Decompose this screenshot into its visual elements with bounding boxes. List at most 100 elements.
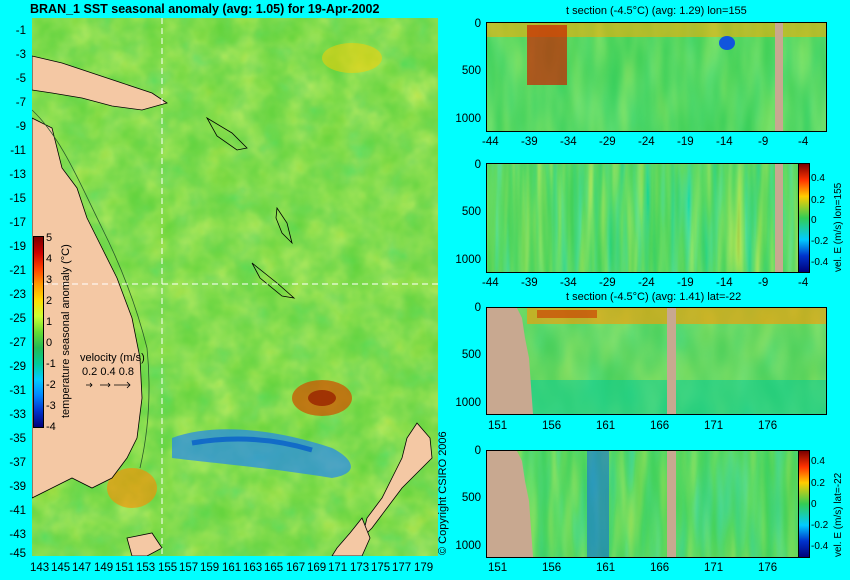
lat-tick: -29 [9, 361, 26, 373]
colorbar-tick: 4 [46, 253, 53, 265]
colorbar-tick: 0 [46, 337, 53, 349]
x-tick: 156 [542, 562, 562, 574]
x-tick: -39 [521, 136, 538, 148]
colorbar-tick: -3 [46, 400, 56, 412]
copyright: © Copyright CSIRO 2006 [437, 431, 449, 555]
x-tick: -19 [677, 136, 694, 148]
lon-tick: 149 [94, 562, 114, 574]
lat-tick: -11 [10, 145, 26, 157]
lon-tick: 151 [115, 562, 135, 574]
x-tick: -34 [560, 136, 577, 148]
panel-3-x-axis: 151 156 161 166 171 176 [483, 420, 833, 434]
colorbar-tick: -0.2 [811, 236, 829, 247]
x-tick: -29 [599, 277, 616, 289]
x-tick: -14 [716, 277, 733, 289]
lat-tick: -31 [9, 385, 26, 397]
colorbar-tick: 0.2 [811, 478, 825, 489]
y-tick: 500 [461, 349, 481, 361]
lat-tick: -5 [15, 73, 26, 85]
lat-tick: -9 [15, 121, 26, 133]
x-tick: -9 [758, 277, 769, 289]
panel-4-colorbar [798, 450, 810, 558]
colorbar-tick: -4 [46, 421, 56, 433]
sst-map [32, 18, 438, 556]
velocity-legend-title: velocity (m/s) [80, 352, 145, 364]
x-tick: 151 [488, 420, 508, 432]
colorbar-tick: 1 [46, 316, 53, 328]
x-tick: -4 [798, 136, 809, 148]
lon-tick: 157 [179, 562, 199, 574]
panel-1-x-axis: -44 -39 -34 -29 -24 -19 -14 -9 -4 [482, 136, 832, 150]
colorbar-tick: 2 [46, 295, 53, 307]
lon-tick: 161 [222, 562, 242, 574]
lon-tick: 175 [371, 562, 391, 574]
y-tick: 500 [461, 65, 481, 77]
velocity-arrows-icon [84, 380, 134, 390]
lon-tick: 153 [136, 562, 156, 574]
y-tick: 1000 [455, 254, 481, 266]
lat-tick: -25 [9, 313, 26, 325]
map-title: BRAN_1 SST seasonal anomaly (avg: 1.05) … [30, 2, 380, 16]
colorbar-tick: 0 [811, 215, 817, 226]
lat-tick: -33 [9, 409, 26, 421]
map-colorbar-label: temperature seasonal anomaly (°C) [60, 244, 72, 418]
lon-tick: 163 [243, 562, 263, 574]
x-tick: -24 [638, 277, 655, 289]
lon-tick: 169 [307, 562, 327, 574]
x-tick: 166 [650, 420, 670, 432]
lat-tick: -17 [9, 217, 26, 229]
panel-1-plot [486, 22, 827, 132]
colorbar-tick: 0 [811, 499, 817, 510]
map-lat-axis: -1 -3 -5 -7 -9 -11 -13 -15 -17 -19 -21 -… [0, 18, 30, 560]
colorbar-tick: 5 [46, 232, 53, 244]
lon-tick: 177 [392, 562, 412, 574]
colorbar-tick: -0.4 [811, 257, 829, 268]
lat-tick: -39 [9, 481, 26, 493]
lon-tick: 171 [328, 562, 348, 574]
x-tick: 166 [650, 562, 670, 574]
lat-tick: -7 [15, 97, 26, 109]
lat-tick: -37 [9, 457, 26, 469]
panel-1-title: t section (-4.5°C) (avg: 1.29) lon=155 [566, 5, 747, 17]
lon-tick: 143 [30, 562, 50, 574]
colorbar-tick: 0.4 [811, 173, 825, 184]
y-tick: 500 [461, 492, 481, 504]
panel-4-colorbar-label: vel. E (m/s) lat=-22 [833, 472, 844, 557]
x-tick: 156 [542, 420, 562, 432]
colorbar-tick: 0.2 [811, 195, 825, 206]
lon-tick: 155 [158, 562, 178, 574]
lat-tick: -27 [9, 337, 26, 349]
lon-tick: 165 [264, 562, 284, 574]
lon-tick: 159 [200, 562, 220, 574]
x-tick: -24 [638, 136, 655, 148]
x-tick: -34 [560, 277, 577, 289]
x-tick: 176 [758, 420, 778, 432]
panel-2-x-axis: -44 -39 -34 -29 -24 -19 -14 -9 -4 [482, 277, 832, 291]
lon-tick: 167 [286, 562, 306, 574]
x-tick: -29 [599, 136, 616, 148]
y-tick: 500 [461, 206, 481, 218]
colorbar-tick: -0.4 [811, 541, 829, 552]
x-tick: 151 [488, 562, 508, 574]
panel-2-colorbar-label: vel. E (m/s) lon=155 [833, 182, 844, 272]
x-tick: 161 [596, 562, 616, 574]
colorbar-tick: -2 [46, 379, 56, 391]
x-tick: -14 [716, 136, 733, 148]
panel-3-plot [486, 307, 827, 415]
y-tick: 1000 [455, 397, 481, 409]
x-tick: -9 [758, 136, 769, 148]
x-tick: 171 [704, 562, 724, 574]
panel-4-x-axis: 151 156 161 166 171 176 [483, 562, 833, 576]
map-colorbar-ticks: 5 4 3 2 1 0 -1 -2 -3 -4 [46, 232, 60, 433]
lon-tick: 147 [72, 562, 92, 574]
colorbar-tick: 0.4 [811, 456, 825, 467]
panel-2-colorbar [798, 163, 810, 273]
lat-tick: -45 [9, 548, 26, 560]
colorbar-tick: -1 [46, 358, 56, 370]
velocity-legend-values: 0.2 0.4 0.8 [82, 366, 134, 378]
x-tick: 176 [758, 562, 778, 574]
map-lon-axis: 143 145 147 149 151 153 155 157 159 161 … [30, 562, 440, 578]
y-tick: 0 [474, 159, 481, 171]
colorbar-tick: 3 [46, 274, 53, 286]
lat-tick: -21 [9, 265, 26, 277]
